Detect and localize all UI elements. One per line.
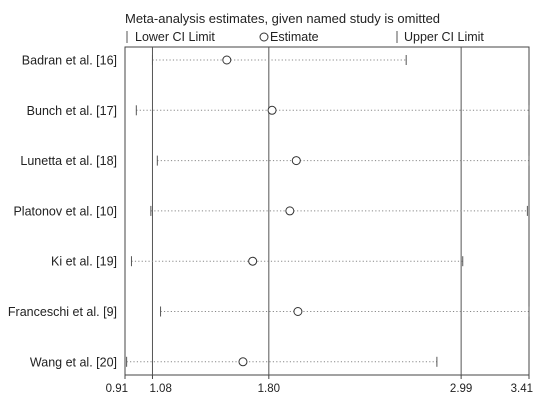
estimate-marker-3: [285, 206, 295, 216]
x-tick-label-0: 0.91: [106, 383, 128, 395]
study-row-0: Badran et al. [16]: [22, 54, 407, 68]
study-rows: Badran et al. [16] Bunch et al. [17] Lunet…: [8, 54, 530, 369]
study-label-5: Franceschi et al. [9]: [8, 305, 117, 319]
estimate-marker-4: [248, 256, 258, 266]
study-label-0: Badran et al. [16]: [22, 54, 117, 68]
estimate-marker-2: [291, 156, 301, 166]
x-tick-label-3: 2.99: [450, 383, 472, 395]
estimate-marker-1: [267, 105, 277, 115]
study-label-3: Platonov et al. [10]: [13, 204, 117, 218]
estimate-marker-6: [238, 357, 248, 367]
study-row-2: Lunetta et al. [18]: [20, 154, 530, 168]
legend-lower-label: Lower CI Limit: [135, 30, 215, 44]
x-tick-label-4: 3.41: [511, 383, 533, 395]
x-tick-label-1: 1.08: [149, 383, 171, 395]
study-row-4: Ki et al. [19]: [51, 255, 464, 269]
x-axis-ticks: 0.91 1.08 1.80 2.99 3.41: [106, 375, 533, 395]
plot-frame: [124, 46, 530, 376]
study-row-3: Platonov et al. [10]: [13, 204, 528, 218]
legend-estimate-label: Estimate: [270, 30, 319, 44]
study-row-1: Bunch et al. [17]: [27, 104, 530, 118]
legend-estimate-marker: [259, 32, 269, 42]
estimate-marker-0: [222, 55, 232, 65]
study-label-6: Wang et al. [20]: [30, 355, 117, 369]
study-label-2: Lunetta et al. [18]: [20, 154, 117, 168]
study-label-1: Bunch et al. [17]: [27, 104, 117, 118]
legend-upper-label: Upper CI Limit: [404, 30, 484, 44]
study-row-5: Franceschi et al. [9]: [8, 305, 530, 319]
x-tick-label-2: 1.80: [258, 383, 280, 395]
estimate-marker-5: [293, 307, 303, 316]
study-row-6: Wang et al. [20]: [30, 355, 438, 369]
chart-title: Meta-analysis estimates, given named stu…: [125, 11, 440, 26]
study-label-4: Ki et al. [19]: [51, 255, 117, 269]
legend: Lower CI Limit Estimate Upper CI Limit: [126, 30, 484, 44]
